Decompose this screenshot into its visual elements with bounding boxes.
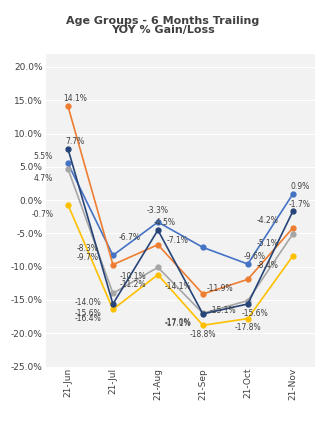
Text: -16.4%: -16.4% bbox=[74, 314, 101, 323]
Text: 5.5%: 5.5% bbox=[33, 152, 53, 161]
31-50 bbox=[291, 225, 295, 231]
Text: 4.7%: 4.7% bbox=[33, 174, 53, 183]
51-60 bbox=[291, 232, 295, 237]
Text: -4.2%: -4.2% bbox=[257, 216, 279, 225]
Text: -14.1%: -14.1% bbox=[164, 282, 191, 291]
31-50 bbox=[156, 242, 160, 247]
Text: -15.1%: -15.1% bbox=[210, 305, 236, 315]
71+ bbox=[246, 301, 250, 307]
0-30 bbox=[246, 261, 250, 267]
31-50 bbox=[66, 104, 70, 109]
Text: -18.8%: -18.8% bbox=[189, 330, 216, 339]
61-70 bbox=[201, 323, 205, 328]
71+ bbox=[111, 301, 115, 307]
Text: YOY % Gain/Loss: YOY % Gain/Loss bbox=[111, 25, 214, 34]
Line: 61-70: 61-70 bbox=[66, 202, 295, 328]
0-30 bbox=[201, 245, 205, 250]
Text: -7.1%: -7.1% bbox=[167, 236, 189, 245]
71+ bbox=[66, 146, 70, 152]
51-60 bbox=[66, 166, 70, 172]
Text: -0.7%: -0.7% bbox=[32, 210, 54, 219]
31-50 bbox=[111, 262, 115, 267]
Line: 0-30: 0-30 bbox=[66, 161, 295, 266]
Text: -11.9%: -11.9% bbox=[207, 284, 233, 293]
51-60 bbox=[111, 291, 115, 296]
Text: -17.8%: -17.8% bbox=[235, 324, 261, 333]
Text: -9.7%: -9.7% bbox=[77, 253, 99, 262]
Line: 71+: 71+ bbox=[66, 147, 295, 316]
51-60 bbox=[201, 311, 205, 316]
Text: -17.1%: -17.1% bbox=[164, 319, 191, 328]
31-50 bbox=[246, 277, 250, 282]
51-60 bbox=[246, 298, 250, 304]
Text: -10.1%: -10.1% bbox=[120, 272, 146, 281]
Line: 51-60: 51-60 bbox=[66, 166, 295, 316]
Text: -4.5%: -4.5% bbox=[154, 218, 176, 227]
Text: -8.3%: -8.3% bbox=[77, 244, 99, 253]
71+ bbox=[201, 311, 205, 316]
71+ bbox=[156, 228, 160, 233]
Text: -5.1%: -5.1% bbox=[257, 239, 279, 248]
Text: -14.0%: -14.0% bbox=[74, 298, 101, 307]
61-70 bbox=[156, 272, 160, 277]
0-30 bbox=[156, 219, 160, 225]
61-70 bbox=[111, 307, 115, 312]
Text: -9.6%: -9.6% bbox=[244, 252, 266, 261]
51-60 bbox=[156, 265, 160, 270]
31-50 bbox=[201, 291, 205, 297]
0-30 bbox=[111, 253, 115, 258]
Text: -11.2%: -11.2% bbox=[120, 279, 146, 289]
Text: Age Groups - 6 Months Trailing: Age Groups - 6 Months Trailing bbox=[66, 16, 259, 25]
Text: -15.6%: -15.6% bbox=[74, 309, 101, 318]
Text: 7.7%: 7.7% bbox=[65, 137, 84, 146]
Text: -15.6%: -15.6% bbox=[241, 309, 268, 318]
Text: -1.7%: -1.7% bbox=[289, 200, 311, 209]
Line: 31-50: 31-50 bbox=[66, 104, 295, 296]
Text: -17.0%: -17.0% bbox=[164, 318, 191, 327]
61-70 bbox=[246, 316, 250, 321]
Text: -6.7%: -6.7% bbox=[119, 233, 141, 242]
0-30 bbox=[66, 161, 70, 166]
Text: 0.9%: 0.9% bbox=[290, 182, 309, 191]
Text: 14.1%: 14.1% bbox=[63, 94, 87, 103]
Text: -3.3%: -3.3% bbox=[147, 206, 169, 215]
0-30 bbox=[291, 191, 295, 197]
61-70 bbox=[66, 202, 70, 207]
Text: -8.4%: -8.4% bbox=[257, 261, 279, 270]
61-70 bbox=[291, 253, 295, 259]
71+ bbox=[291, 209, 295, 214]
